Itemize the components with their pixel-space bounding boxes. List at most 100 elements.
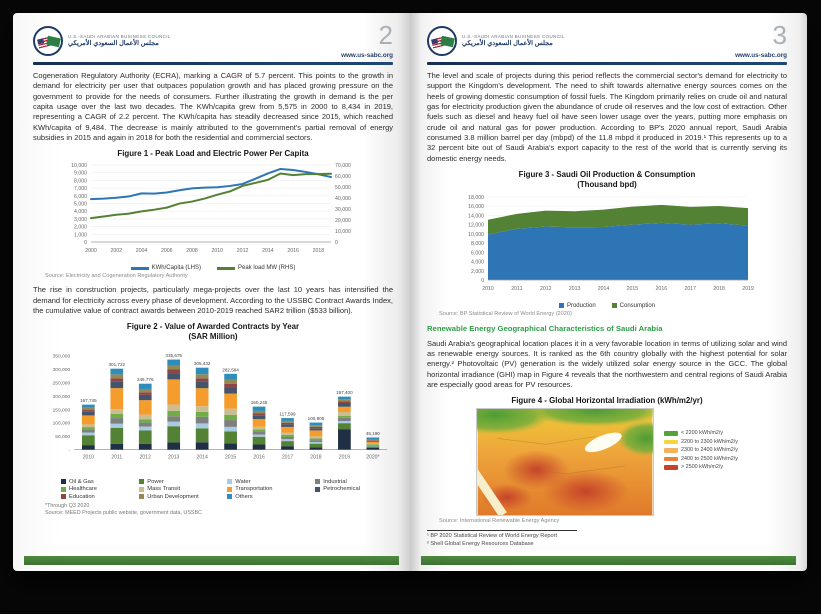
legend-label: KWh/Capita (LHS) [151,265,201,272]
svg-text:2019: 2019 [339,454,350,460]
legend-label: Power [147,478,164,485]
production-swatch [558,303,564,309]
figure1-title: Figure 1 - Peak Load and Electric Power … [117,149,309,159]
section-heading: Renewable Energy Geographical Characteri… [427,323,663,333]
svg-text:60,000: 60,000 [335,174,351,180]
legend-label: Petrochemical [323,486,360,493]
sector-swatch [61,494,66,500]
figure4-title: Figure 4 - Global Horizontal Irradiation… [511,396,703,406]
svg-text:2006: 2006 [161,248,173,254]
svg-text:0: 0 [481,278,484,284]
svg-text:2013: 2013 [569,286,581,292]
svg-text:12,000: 12,000 [468,222,484,228]
svg-text:6,000: 6,000 [74,194,87,200]
org-name-en: U.S.-SAUDI ARABIAN BUSINESS COUNCIL [68,34,171,40]
ghi-range-swatch [664,448,679,453]
svg-text:2014: 2014 [598,286,610,292]
svg-text:2017: 2017 [684,286,696,292]
country-borders [497,436,625,475]
footnote-rule [427,530,577,532]
svg-text:4,000: 4,000 [471,259,484,265]
svg-text:2015: 2015 [225,454,236,460]
svg-text:1,000: 1,000 [74,233,87,239]
legend-label: Industrial [323,478,347,485]
svg-text:30,000: 30,000 [335,207,351,213]
body-paragraph: Cogeneration Regulatory Authority (ECRA)… [33,71,393,143]
figure3-legend: Production Consumption [427,303,787,309]
svg-text:14,000: 14,000 [468,213,484,219]
page-2: U.S.-SAUDI ARABIAN BUSINESS COUNCIL مجلس… [13,13,410,571]
header-rule [33,62,393,65]
svg-text:50,000: 50,000 [335,185,351,191]
svg-text:2010: 2010 [212,248,224,254]
legend-item: Production [558,302,596,309]
legend-item: Mass Transit [139,486,227,492]
page-number: 3 [772,20,787,50]
svg-text:4,000: 4,000 [74,209,87,215]
svg-text:2004: 2004 [136,248,148,254]
svg-text:2000: 2000 [85,248,97,254]
svg-text:197,400: 197,400 [336,390,353,395]
svg-text:0: 0 [84,240,87,246]
org-name-ar: مجلس الأعمال السعودي الأمريكي [462,39,553,47]
figure3-area-chart: 0 2,000 4,000 6,000 8,000 10,000 12,000 14,000 1… [468,195,754,292]
svg-text:70,000: 70,000 [335,163,351,169]
legend-item: Healthcare [61,486,139,492]
legend-label: 2400 to 2500 kWh/m2/y [681,455,738,462]
legend-item: Others [227,494,315,500]
svg-text:10,000: 10,000 [335,229,351,235]
flags-emblem-icon [427,26,457,56]
open-book: U.S.-SAUDI ARABIAN BUSINESS COUNCIL مجلس… [13,13,807,571]
svg-text:2018: 2018 [713,286,725,292]
page-header: U.S.-SAUDI ARABIAN BUSINESS COUNCIL مجلس… [427,22,787,59]
legend-label: Education [69,493,95,500]
consumption-swatch [611,303,617,309]
figure1-legend: KWh/Capita (LHS) Peak load MW (RHS) [33,265,393,271]
page-header: U.S.-SAUDI ARABIAN BUSINESS COUNCIL مجلس… [33,22,393,59]
legend-item: 2400 to 2500 kWh/m2/y [664,456,738,462]
legend-label: Production [566,302,596,309]
peakload-line-swatch [217,267,235,270]
svg-text:2010: 2010 [482,286,494,292]
sector-swatch [139,486,145,492]
sector-swatch [315,486,321,492]
legend-item: Urban Development [139,494,227,500]
website-url: www.us-sabc.org [341,52,393,59]
svg-text:7,000: 7,000 [74,186,87,192]
svg-text:2015: 2015 [627,286,639,292]
legend-item: 2300 to 2400 kWh/m2/y [664,447,738,453]
svg-text:2012: 2012 [540,286,552,292]
svg-text:20,000: 20,000 [335,218,351,224]
svg-text:40,000: 40,000 [335,196,351,202]
ghi-range-swatch [664,465,679,470]
ghi-range-swatch [664,456,679,461]
svg-text:2011: 2011 [111,454,122,460]
header-rule [427,62,787,65]
legend-item: 2200 to 2300 kWh/m2/y [664,439,738,445]
legend-item: Oil & Gas [61,479,139,485]
figure2-legend: Oil & Gas Power Water Industrial Healthcare M… [61,479,387,500]
figure3-subtitle: (Thousand bpd) [577,179,637,189]
figure2-subtitle: (SAR Million) [188,332,238,342]
svg-text:2,000: 2,000 [471,268,484,274]
svg-text:300,000: 300,000 [53,367,71,373]
legend-label: Transportation [235,486,273,493]
ghi-range-swatch [664,439,679,444]
legend-label: 2200 to 2300 kWh/m2/y [681,438,738,445]
svg-text:10,000: 10,000 [468,232,484,238]
figure2-stacked-bar-chart: - 50,000 100,000 150,000 200,000 250,000 300,0… [53,353,388,460]
svg-text:2010: 2010 [83,454,94,460]
legend-label: Mass Transit [147,486,181,493]
svg-text:100,905: 100,905 [308,416,325,421]
svg-text:301,722: 301,722 [109,362,126,367]
svg-text:117,599: 117,599 [279,412,296,417]
legend-item: Industrial [315,479,387,485]
red-sea [477,455,507,516]
kwh-line-swatch [130,267,149,270]
figure4-source: Source: International Renewable Energy A… [439,518,560,525]
svg-text:9,000: 9,000 [74,171,87,177]
svg-text:8,000: 8,000 [471,241,484,247]
legend-item: Peak load MW (RHS) [217,265,295,271]
svg-text:245,776: 245,776 [137,377,154,382]
legend-item: < 2200 kWh/m2/y [664,430,738,436]
